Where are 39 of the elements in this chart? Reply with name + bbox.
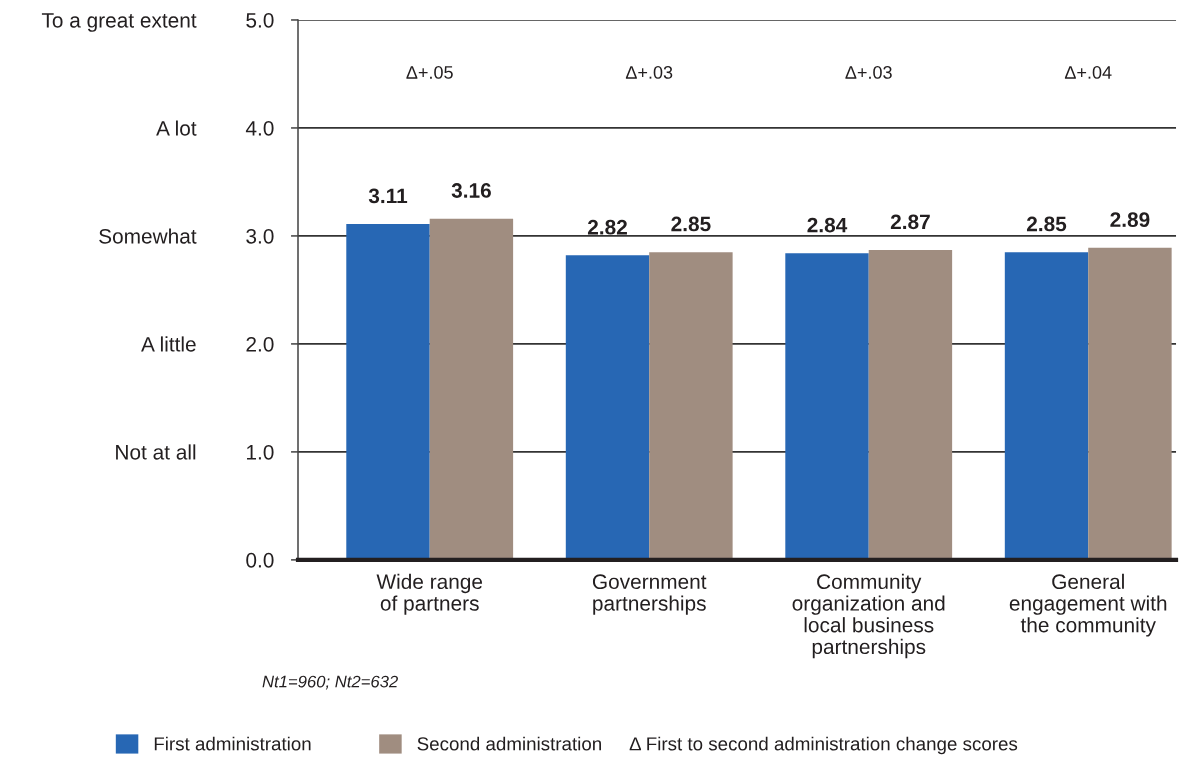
text: Δ First to second administration change scores xyxy=(629,736,1018,755)
bar xyxy=(346,224,430,560)
y-tick-label: 1.0 xyxy=(247,444,274,460)
legend-label: First administration xyxy=(154,736,311,751)
annotation: Δ+.05 xyxy=(406,66,453,79)
annotation: Δ+.03 xyxy=(625,66,673,79)
category-label: Somewhat xyxy=(99,228,197,244)
bar xyxy=(565,255,650,560)
y-tick-label: 2.0 xyxy=(246,336,274,352)
legend-label: Second administration xyxy=(417,736,601,751)
data-label: 2.87 xyxy=(890,214,930,230)
y-tick-label: 4.0 xyxy=(245,120,274,136)
bar xyxy=(429,218,514,560)
annotation: Δ+.03 xyxy=(845,66,892,79)
data-label: 2.84 xyxy=(807,217,848,233)
category-label: To a great extent xyxy=(41,13,197,32)
category-label: Not at all xyxy=(116,444,196,460)
data-label: 2.89 xyxy=(1110,212,1150,228)
text: Nt1=960; Nt2=632 xyxy=(262,675,398,690)
bar xyxy=(785,253,869,560)
data-label: 3.16 xyxy=(451,183,491,198)
y-tick-label: 0.0 xyxy=(246,552,274,568)
data-label: 2.85 xyxy=(1026,216,1067,232)
bar xyxy=(1004,252,1089,560)
x-tick-label: Community organization and local business partnerships xyxy=(792,573,945,659)
category-label: A lot xyxy=(156,120,197,136)
y-tick-label: 3.0 xyxy=(246,228,274,244)
bar xyxy=(649,252,733,560)
bar xyxy=(1088,247,1172,560)
x-tick-label: Government partnerships xyxy=(592,574,707,615)
x-tick-label: General engagement with the community xyxy=(1009,573,1167,637)
data-label: 2.82 xyxy=(587,219,627,235)
y-tick-label: 5.0 xyxy=(246,12,274,28)
data-label: 2.85 xyxy=(671,216,711,232)
data-label: 3.11 xyxy=(368,188,408,204)
category-label: A little xyxy=(141,336,196,352)
bar xyxy=(868,249,953,560)
annotation: Δ+.04 xyxy=(1064,66,1112,79)
x-tick-label: Wide range of partners xyxy=(376,573,483,615)
